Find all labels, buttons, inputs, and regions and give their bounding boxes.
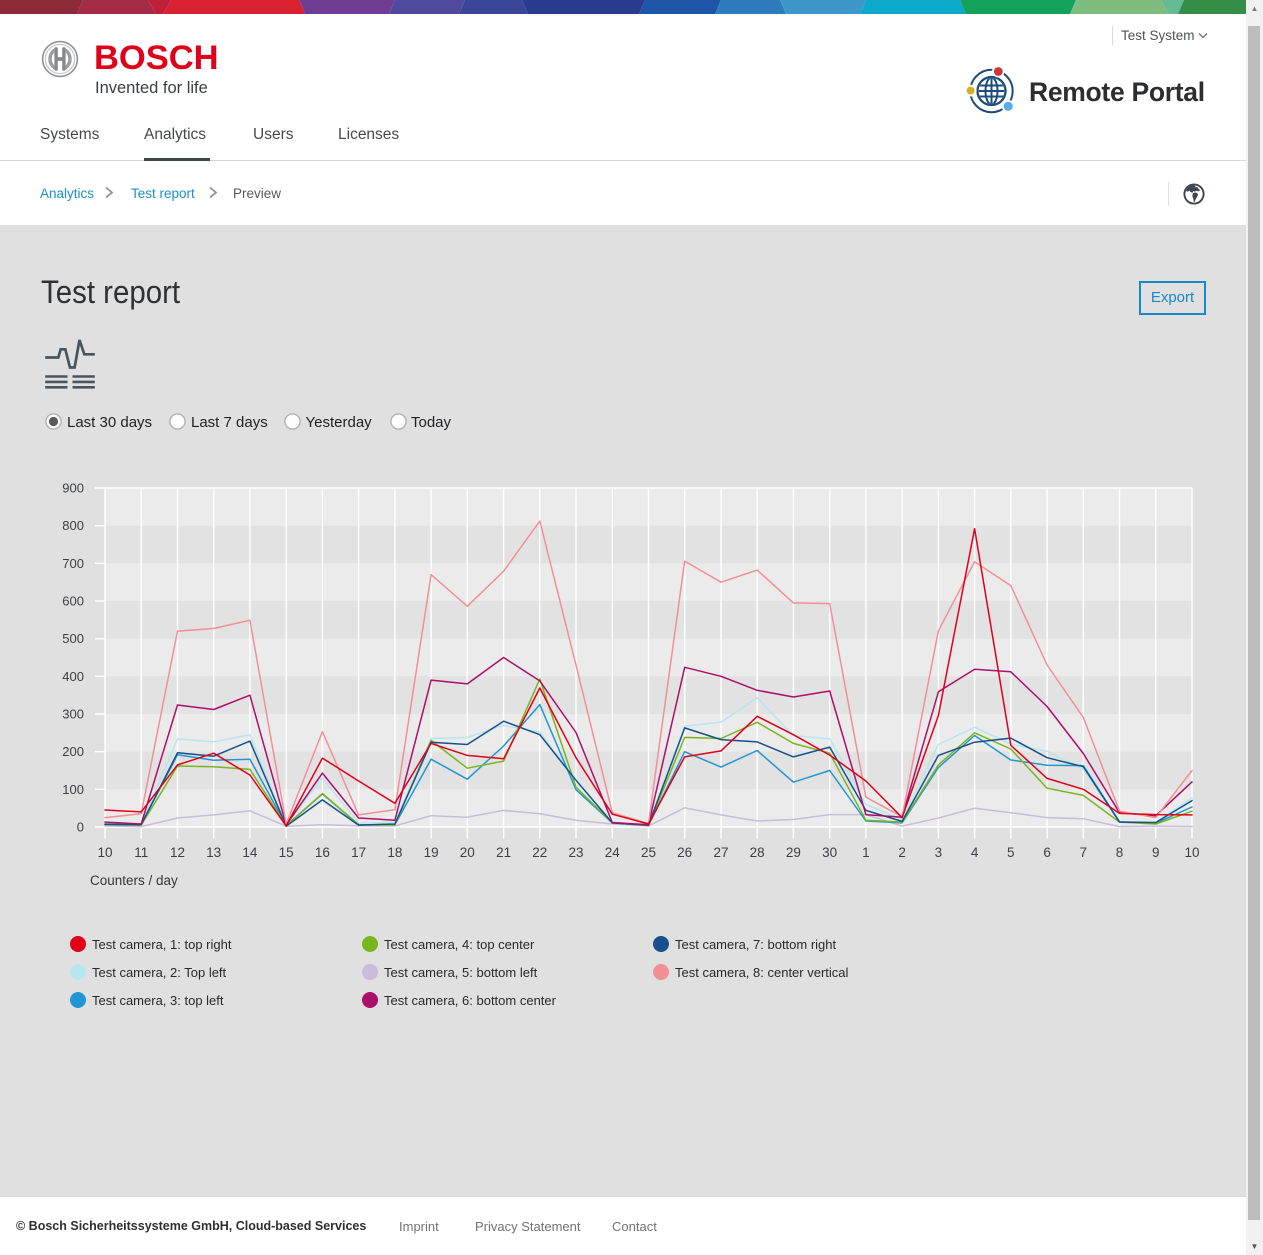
svg-text:800: 800 — [62, 518, 84, 533]
svg-text:6: 6 — [1043, 845, 1051, 860]
svg-text:12: 12 — [170, 845, 185, 860]
svg-text:Counters / day: Counters / day — [90, 873, 178, 888]
svg-text:5: 5 — [1007, 845, 1015, 860]
svg-text:200: 200 — [62, 744, 84, 759]
svg-text:8: 8 — [1116, 845, 1124, 860]
svg-text:29: 29 — [786, 845, 801, 860]
svg-text:300: 300 — [62, 707, 84, 722]
svg-text:400: 400 — [62, 669, 84, 684]
svg-text:27: 27 — [713, 845, 728, 860]
svg-text:500: 500 — [62, 631, 84, 646]
svg-text:17: 17 — [351, 845, 366, 860]
svg-text:24: 24 — [605, 845, 621, 860]
svg-text:3: 3 — [935, 845, 943, 860]
svg-text:900: 900 — [62, 481, 84, 496]
svg-text:23: 23 — [568, 845, 583, 860]
svg-text:15: 15 — [279, 845, 294, 860]
svg-text:10: 10 — [1184, 845, 1199, 860]
svg-text:19: 19 — [424, 845, 439, 860]
svg-text:4: 4 — [971, 845, 979, 860]
svg-text:0: 0 — [77, 820, 84, 835]
svg-text:22: 22 — [532, 845, 547, 860]
svg-text:18: 18 — [387, 845, 402, 860]
svg-text:7: 7 — [1080, 845, 1088, 860]
svg-text:20: 20 — [460, 845, 475, 860]
svg-text:16: 16 — [315, 845, 330, 860]
svg-text:9: 9 — [1152, 845, 1160, 860]
svg-text:11: 11 — [134, 845, 148, 860]
svg-text:26: 26 — [677, 845, 692, 860]
svg-text:14: 14 — [242, 845, 258, 860]
svg-text:100: 100 — [62, 782, 84, 797]
svg-text:10: 10 — [97, 845, 112, 860]
svg-text:600: 600 — [62, 594, 84, 609]
svg-text:30: 30 — [822, 845, 837, 860]
svg-text:2: 2 — [898, 845, 906, 860]
svg-text:25: 25 — [641, 845, 656, 860]
svg-text:21: 21 — [496, 845, 511, 860]
svg-text:1: 1 — [862, 845, 870, 860]
svg-text:700: 700 — [62, 556, 84, 571]
svg-text:28: 28 — [750, 845, 765, 860]
svg-text:13: 13 — [206, 845, 221, 860]
